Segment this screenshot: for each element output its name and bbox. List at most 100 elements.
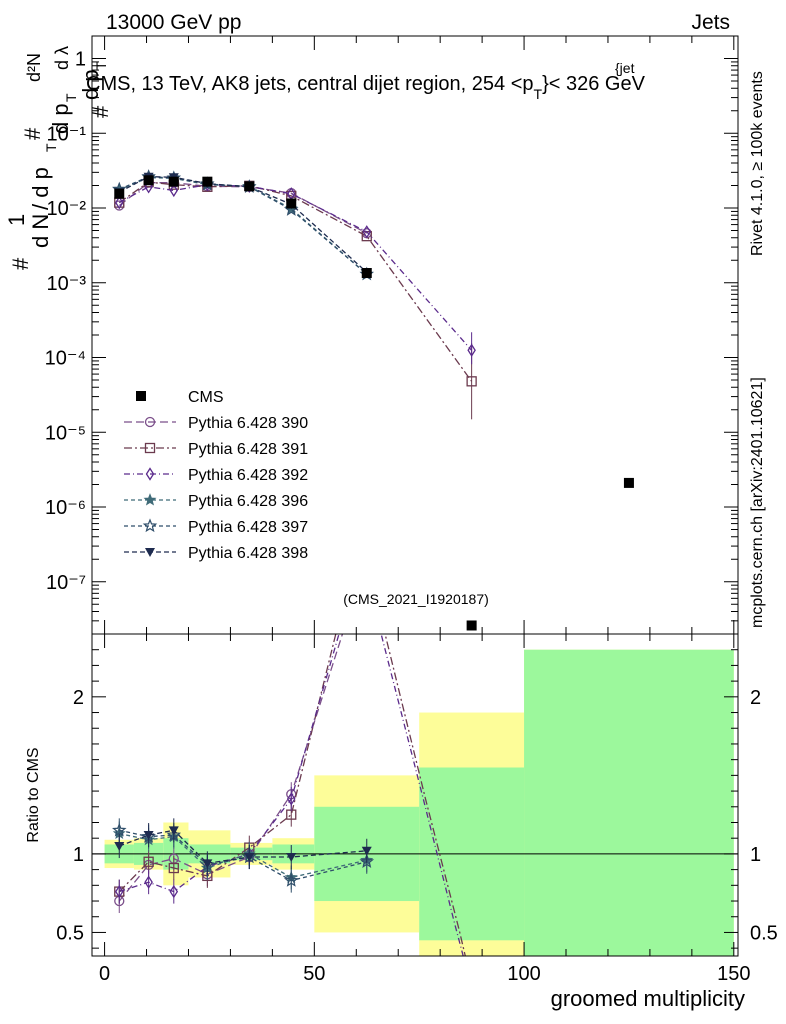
series-line-p390 [118,182,368,234]
ratio-ytick-label-right: 0.5 [750,922,778,944]
cms-marker [143,175,154,186]
xlabel: groomed multiplicity [551,986,745,1011]
legend-marker-p391 [144,442,156,454]
ratio-marker-p398 [143,831,154,841]
main-ytick-label: 10⁻² [47,198,87,220]
ratio-marker-p398 [168,826,179,836]
legend-label-p391: Pythia 6.428 391 [188,441,308,458]
ratio-ylabel: Ratio to CMS [25,747,42,842]
band-inner [524,649,734,956]
xtick-label: 100 [507,963,540,985]
series-marker-p392 [467,343,476,357]
legend-marker-p392 [145,467,155,481]
cms-marker [286,198,297,209]
main-series [111,169,634,631]
main-ylabel: # 1 d N / d p T # d p T d²N d λ # d p T [4,46,113,270]
axes: 10⁻⁷10⁻⁶10⁻⁵10⁻⁴10⁻³10⁻²10⁻¹10 50 100 1500.… [45,35,778,985]
title-sup: {jet [615,60,635,76]
ratio-ytick-label: 2 [73,687,84,709]
ylabel-d2n: d²N [24,53,44,82]
ratio-bands [92,649,738,956]
ylabel-hash3: # [88,105,113,118]
ylabel-sub-t1: T [43,143,59,152]
cms-marker [361,268,372,279]
title-main: CMS, 13 TeV, AK8 jets, central dijet reg… [86,73,534,95]
ratio-line-p391 [384,634,466,956]
ratio-marker-p398 [114,842,125,852]
ratio-ytick-label: 1 [73,844,84,866]
series-marker-p391 [466,376,477,387]
title-sub: T [534,86,543,102]
cms-marker [168,176,179,187]
ylabel-dpt3: d p [78,69,103,100]
cms-marker [623,477,634,488]
main-ytick-label: 10⁻¹ [47,123,87,145]
cms-marker [466,620,477,631]
ylabel-dlambda: d λ [52,46,72,70]
series-marker-p392 [114,195,124,210]
xtick-label: 150 [717,963,750,985]
ratio-marker-p392 [169,884,179,899]
ratio-marker-p391 [168,862,179,874]
series-line-p398 [118,176,368,273]
legend-label-p397: Pythia 6.428 397 [188,519,308,536]
cms-marker [114,188,125,199]
main-ytick-label: 10⁻⁵ [45,422,86,444]
plot-title: CMS, 13 TeV, AK8 jets, central dijet reg… [86,73,646,102]
legend-marker-cms [136,391,146,401]
ratio-ytick-label: 0.5 [56,922,84,944]
series-line-p397 [119,176,368,275]
cms-marker [244,181,255,192]
ratio-marker-p397 [359,854,375,868]
legend-marker-p390 [144,416,156,428]
legend-marker-p397 [142,518,158,533]
ratio-marker-p398 [244,853,255,863]
ylabel-hash2: # [20,127,45,140]
ratio-marker-p398 [202,859,213,869]
series-marker-p392 [362,225,372,239]
ylabel-one: 1 [4,214,29,226]
ratio-marker-p391 [143,856,154,867]
header-right: Jets [691,11,730,34]
legend: CMS Pythia 6.428 390 Pythia 6.428 391 Pythi… [124,389,308,562]
header-left: 13000 GeV pp [106,11,241,34]
legend-label-p390: Pythia 6.428 390 [188,415,308,432]
ratio-ytick-label-right: 2 [750,687,761,709]
ratio-marker-p392 [144,875,153,889]
ylabel-dpt2: d p [48,103,73,134]
legend-marker-p396 [143,493,157,506]
main-ytick-label: 10⁻³ [47,273,87,295]
ylabel-dn: d N [28,214,53,248]
main-ytick-label: 1 [75,49,86,71]
analysis-tag: (CMS_2021_I1920187) [343,591,489,607]
ratio-marker-p392 [114,884,124,899]
ratio-marker-p398 [286,853,297,863]
legend-label-p396: Pythia 6.428 396 [188,493,308,510]
series-marker-p392 [169,183,179,198]
ratio-ytick-label-right: 1 [750,844,761,866]
xtick-label: 0 [99,963,110,985]
legend-marker-p398 [145,548,155,557]
ratio-marker-p398 [361,846,372,856]
main-ytick-label: 10⁻⁷ [46,572,86,594]
ratio-lines [111,634,466,956]
ratio-marker-p392 [286,792,296,806]
main-ytick-label: 10⁻⁶ [45,497,86,519]
watermark-rivet: Rivet 4.1.0, ≥ 100k events [749,71,766,256]
legend-label-p398: Pythia 6.428 398 [188,545,308,562]
ratio-marker-p397 [283,872,299,887]
ylabel-sub-t2: T [63,93,79,102]
ylabel-hash1: # [8,257,33,270]
legend-label-cms: CMS [188,389,224,406]
title-end: }< 326 GeV [542,73,646,95]
ratio-frame [91,633,739,957]
ylabel-sub-t3: T [93,61,109,70]
main-ytick-label: 10⁻⁴ [45,348,86,370]
legend-label-p392: Pythia 6.428 392 [188,467,308,484]
series-line-p396 [119,176,368,275]
ratio-marker-p397 [111,822,127,837]
ratio-line-p392 [380,634,464,956]
xtick-label: 50 [303,963,325,985]
watermark-site: mcplots.cern.ch [arXiv:2401.10621] [749,377,766,628]
